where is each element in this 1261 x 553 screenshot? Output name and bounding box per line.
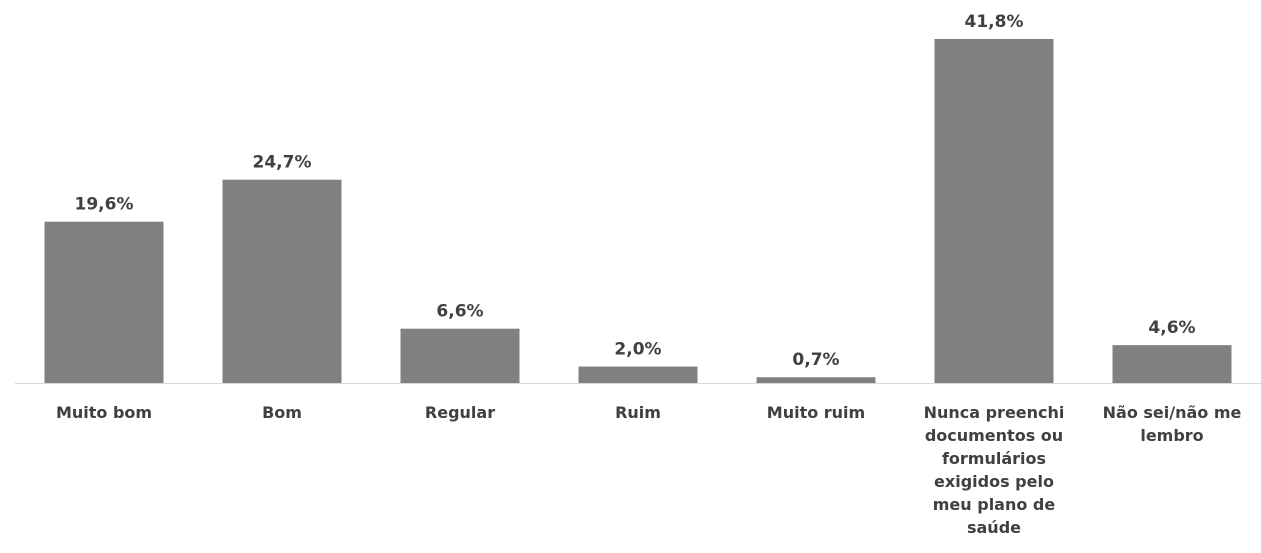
bar-7 — [1112, 345, 1232, 383]
value-labels-group: 19,6% 24,7% 6,6% 2,0% 0,7% 41,8% 4,6% — [75, 12, 1196, 370]
bars-group — [44, 39, 1232, 383]
category-label-2: Bom — [262, 403, 302, 422]
value-label-4: 2,0% — [614, 340, 661, 360]
bar-2 — [222, 179, 342, 383]
bar-6 — [934, 39, 1054, 383]
bar-4 — [578, 366, 698, 383]
value-label-6: 41,8% — [965, 12, 1024, 32]
bar-3 — [400, 328, 520, 383]
category-label-6: Nunca preenchi documentos ou formulários… — [923, 403, 1065, 537]
category-label-1: Muito bom — [55, 403, 153, 422]
value-label-7: 4,6% — [1148, 318, 1195, 338]
bar-5 — [756, 377, 876, 383]
value-label-3: 6,6% — [436, 302, 483, 322]
category-label-7: Não sei/não me lembro — [1102, 403, 1242, 445]
category-label-4: Ruim — [615, 403, 661, 422]
value-label-5: 0,7% — [792, 350, 839, 370]
value-label-1: 19,6% — [75, 195, 134, 215]
bar-1 — [44, 221, 164, 383]
category-label-3: Regular — [424, 403, 496, 422]
category-label-5: Muito ruim — [766, 403, 866, 422]
value-label-2: 24,7% — [253, 153, 312, 173]
